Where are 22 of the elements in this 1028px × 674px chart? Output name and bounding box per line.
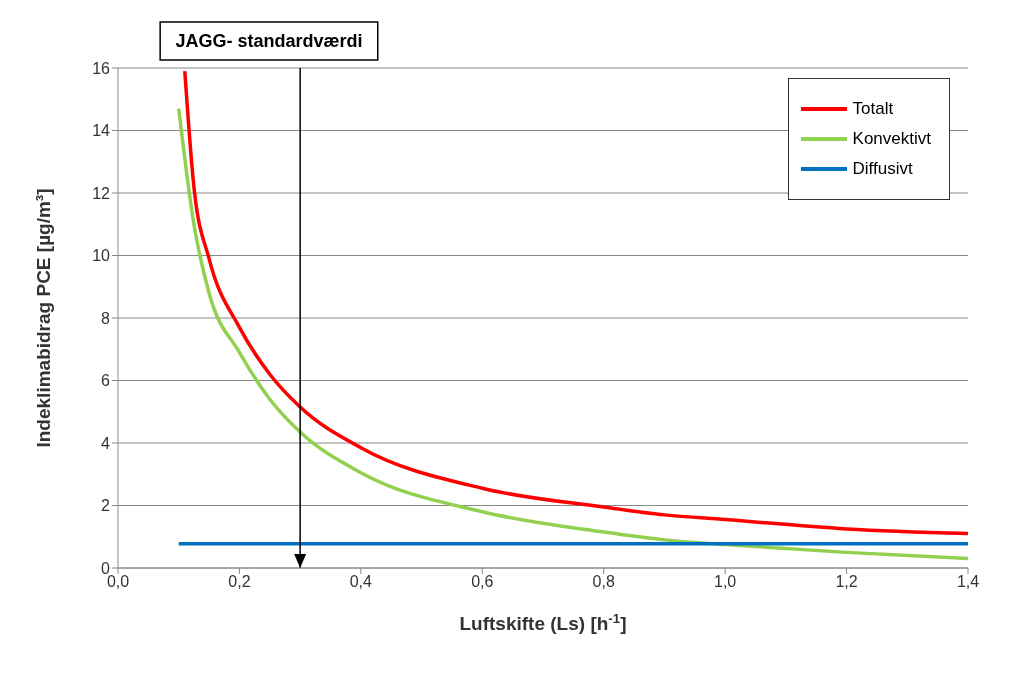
y-tick-label: 4 bbox=[101, 434, 111, 452]
x-axis-title: Luftskifte (Ls) [h$^{-1}$] bbox=[459, 610, 627, 634]
x-tick-label: 1,0 bbox=[714, 573, 737, 591]
y-tick-label: 12 bbox=[92, 184, 111, 202]
y-tick-label: 6 bbox=[101, 372, 111, 390]
x-tick-label: 0,6 bbox=[471, 573, 494, 591]
y-tick-label: 2 bbox=[101, 497, 111, 515]
legend-label: Konvektivt bbox=[852, 129, 931, 149]
x-tick-label: 0,4 bbox=[349, 573, 373, 591]
y-tick-label: 14 bbox=[92, 122, 111, 140]
y-tick-label: 8 bbox=[101, 309, 111, 327]
x-tick-label: 0,0 bbox=[106, 573, 130, 591]
y-tick-label: 10 bbox=[92, 247, 111, 265]
y-axis-title: Indeklimabidrag PCE [µg/m³] bbox=[32, 188, 54, 448]
x-tick-label: 0,8 bbox=[592, 573, 615, 591]
x-tick-label: 1,4 bbox=[956, 573, 980, 591]
legend-label: Totalt bbox=[852, 99, 894, 119]
legend-label: Diffusivt bbox=[852, 159, 913, 179]
y-tick-label: 16 bbox=[92, 59, 111, 77]
ref-line-label: JAGG- standardværdi bbox=[175, 31, 363, 51]
x-tick-label: 1,2 bbox=[835, 573, 858, 591]
x-tick-label: 0,2 bbox=[228, 573, 251, 591]
